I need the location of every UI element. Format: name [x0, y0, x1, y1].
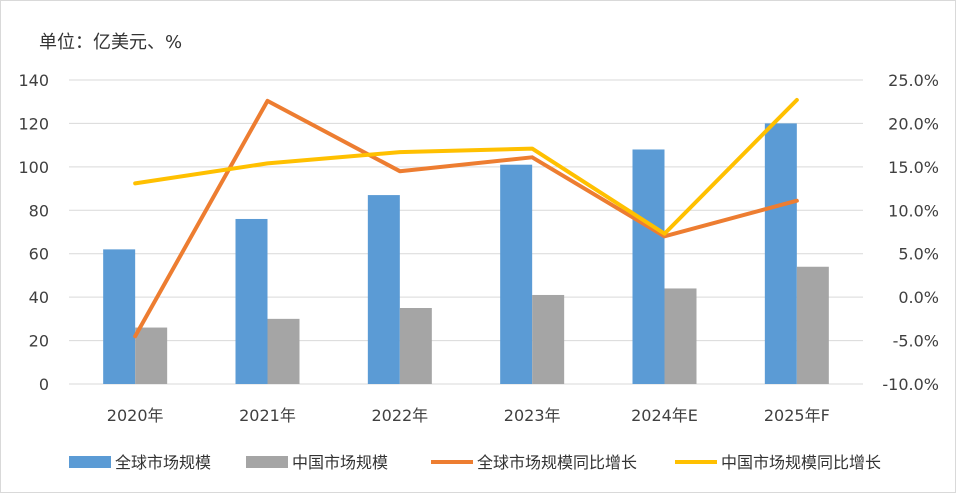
lines — [133, 97, 799, 339]
bar — [632, 149, 665, 384]
y-right-tick-label: 20.0% — [888, 114, 939, 133]
axes: 0 20 40 60 80 100 120 140 -10.0% -5.0% 0.0% 5.0% 10.… — [18, 71, 939, 425]
bar — [367, 195, 400, 384]
bar — [500, 164, 533, 384]
y-right-tick-label: 10.0% — [888, 201, 939, 220]
series-line — [133, 97, 799, 236]
y-left-tick-label: 120 — [18, 114, 49, 133]
bar — [532, 294, 565, 384]
y-left-tick-label: 80 — [29, 201, 49, 220]
legend-swatch — [69, 456, 111, 468]
x-tick-label: 2020年 — [107, 406, 164, 425]
bar — [267, 318, 300, 384]
y-right-tick-label: -10.0% — [882, 375, 939, 394]
y-right-tick-label: 15.0% — [888, 158, 939, 177]
bars — [103, 123, 829, 384]
legend-swatch — [246, 456, 288, 468]
y-left-tick-label: 0 — [39, 375, 49, 394]
unit-label: 单位：亿美元、% — [39, 32, 182, 53]
bar — [135, 327, 168, 384]
legend-label: 中国市场规模 — [292, 453, 388, 472]
x-tick-label: 2024年E — [631, 406, 698, 425]
legend-label: 全球市场规模同比增长 — [477, 453, 637, 472]
y-left-tick-label: 100 — [18, 158, 49, 177]
x-tick-label: 2025年F — [764, 406, 830, 425]
series-line — [133, 98, 799, 339]
y-left-tick-label: 20 — [29, 332, 49, 351]
y-right-tick-label: 0.0% — [898, 288, 939, 307]
bar — [796, 266, 829, 384]
y-right-tick-label: -5.0% — [893, 332, 939, 351]
bar — [664, 288, 697, 384]
y-left-tick-label: 60 — [29, 245, 49, 264]
y-right-tick-label: 5.0% — [898, 245, 939, 264]
bar — [399, 308, 432, 384]
y-right-tick-label: 25.0% — [888, 71, 939, 90]
bar — [103, 249, 136, 384]
legend-label: 中国市场规模同比增长 — [721, 453, 881, 472]
x-tick-label: 2022年 — [371, 406, 428, 425]
legend: 全球市场规模 中国市场规模 全球市场规模同比增长 中国市场规模同比增长 — [69, 453, 881, 472]
x-tick-label: 2021年 — [239, 406, 296, 425]
legend-label: 全球市场规模 — [115, 453, 211, 472]
bar — [235, 218, 268, 384]
y-left-tick-label: 140 — [18, 71, 49, 90]
gridlines — [69, 79, 863, 385]
y-left-tick-label: 40 — [29, 288, 49, 307]
bar — [764, 123, 797, 384]
x-tick-label: 2023年 — [504, 406, 561, 425]
